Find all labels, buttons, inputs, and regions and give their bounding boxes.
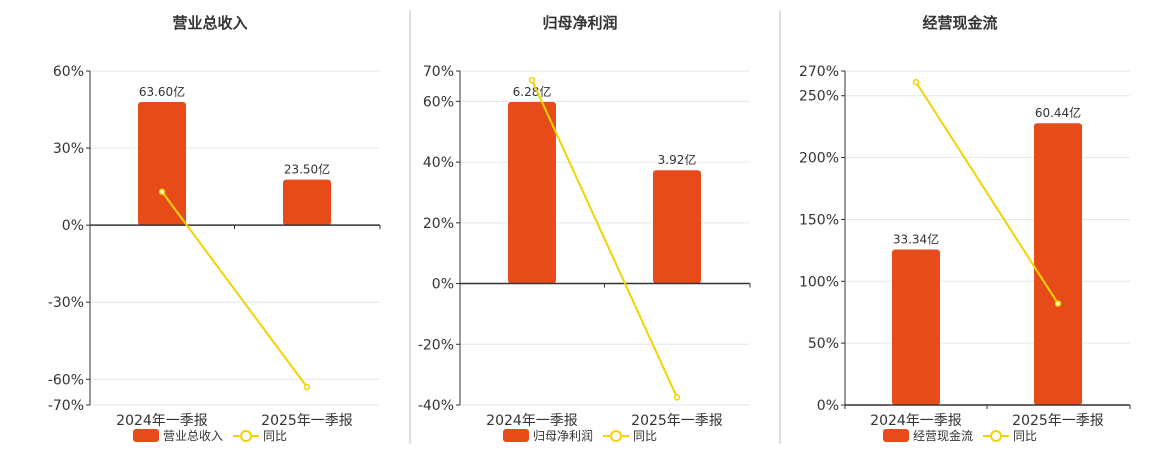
yoy-point	[912, 78, 920, 86]
legend-swatch-marker	[990, 430, 1002, 442]
y-tick-label: -60%	[48, 372, 84, 388]
bar-data-label: 6.28亿	[513, 84, 552, 99]
y-tick-label: 150%	[799, 212, 839, 228]
y-tick-label: 250%	[799, 89, 839, 105]
x-category-label: 2024年一季报	[486, 413, 578, 429]
legend: 营业总收入 同比	[133, 429, 287, 443]
y-tick-label: 60%	[423, 94, 454, 110]
y-tick-label: 100%	[799, 274, 839, 290]
chart-panel-1: 营业总收入 60% 30% 0% -30% -60% -70% 63.60亿 23.50亿 202…	[48, 14, 381, 443]
chart-title: 经营现金流	[922, 14, 997, 32]
bar-data-label: 33.34亿	[893, 232, 939, 247]
yoy-line	[161, 191, 308, 388]
chart-title: 归母净利润	[542, 14, 617, 32]
y-tick-label: 70%	[423, 64, 454, 80]
y-tick-label: 50%	[808, 336, 839, 352]
legend-label: 归母净利润	[533, 429, 593, 443]
yoy-point	[158, 188, 166, 196]
bar-data-label: 3.92亿	[658, 152, 697, 167]
legend-label: 同比	[633, 429, 657, 443]
y-tick-label: -40%	[418, 398, 454, 414]
x-category-label: 2025年一季报	[1012, 413, 1104, 429]
bar	[892, 249, 940, 405]
y-tick-label: 200%	[799, 151, 839, 167]
legend: 归母净利润 同比	[503, 429, 657, 443]
bar	[138, 102, 186, 226]
chart-panel-2: 归母净利润 70% 60% 40% 20% 0% -20% -40% 6.28亿 3.92亿 202…	[418, 14, 751, 443]
bar	[1034, 123, 1082, 406]
yoy-point	[673, 394, 681, 401]
yoy-line	[915, 81, 1059, 305]
chart-title: 营业总收入	[172, 14, 247, 32]
y-tick-label: -20%	[418, 337, 454, 353]
y-tick-label: 0%	[817, 398, 839, 414]
yoy-point	[303, 383, 311, 391]
y-tick-label: 60%	[53, 64, 84, 80]
yoy-point	[528, 76, 536, 84]
y-tick-label: 30%	[53, 141, 84, 157]
legend-label: 经营现金流	[913, 428, 973, 443]
legend-swatch-bar	[133, 429, 159, 442]
x-category-label: 2024年一季报	[116, 413, 208, 429]
legend-swatch-marker	[610, 430, 622, 442]
x-category-label: 2025年一季报	[631, 413, 723, 429]
yoy-line	[531, 79, 678, 398]
bar	[283, 179, 331, 226]
y-tick-label: 20%	[423, 216, 454, 232]
legend-swatch-marker	[240, 430, 252, 442]
x-category-label: 2025年一季报	[261, 413, 353, 429]
y-tick-label: 0%	[432, 277, 454, 293]
yoy-point	[1054, 300, 1062, 307]
y-tick-label: 270%	[799, 64, 839, 80]
bar-data-label: 63.60亿	[139, 84, 185, 99]
legend-swatch-bar	[503, 429, 529, 442]
bar-data-label: 23.50亿	[284, 162, 330, 177]
chart-panel-3: 经营现金流 270% 250% 200% 150% 100% 50% 0% 33.34亿 60.4…	[799, 14, 1131, 443]
y-tick-label: -70%	[48, 398, 84, 414]
legend-swatch-bar	[883, 429, 909, 442]
legend-label: 营业总收入	[163, 429, 223, 443]
legend-label: 同比	[1013, 429, 1037, 443]
bar-data-label: 60.44亿	[1035, 105, 1081, 120]
bar	[653, 170, 701, 284]
y-tick-label: -30%	[48, 295, 84, 311]
legend-label: 同比	[263, 429, 287, 443]
y-tick-label: 40%	[423, 155, 454, 171]
y-tick-label: 0%	[62, 218, 84, 234]
x-category-label: 2024年一季报	[870, 413, 962, 429]
bar	[508, 102, 556, 284]
legend: 经营现金流 同比	[883, 428, 1037, 443]
